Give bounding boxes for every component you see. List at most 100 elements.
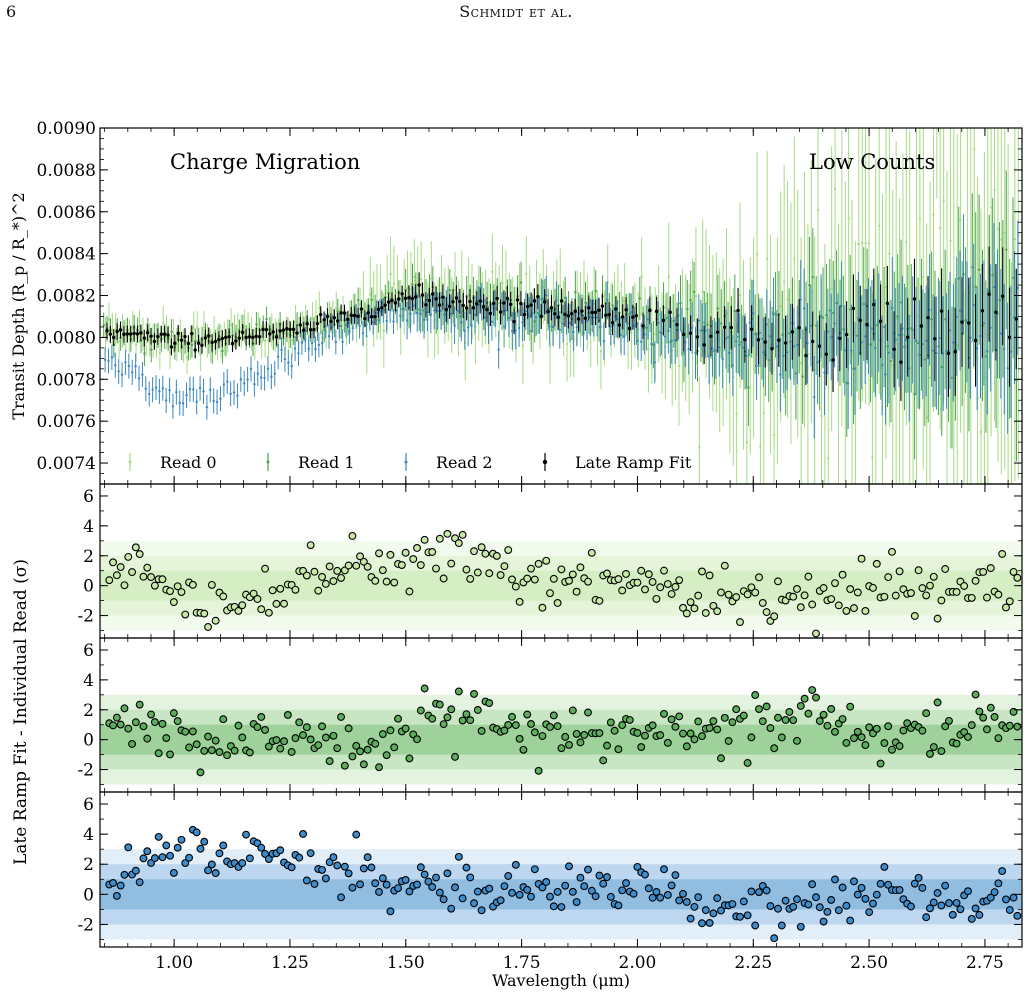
residual-point: [432, 873, 440, 882]
data-point: [209, 388, 212, 392]
residual-point: [511, 860, 520, 869]
data-point: [672, 319, 675, 323]
residual-point: [709, 717, 718, 726]
residual-point: [549, 902, 558, 911]
residual-point: [717, 588, 725, 597]
residual-point: [629, 889, 638, 898]
data-point: [120, 373, 124, 376]
residual-point: [751, 588, 760, 597]
residual-point: [793, 895, 801, 904]
residual-point: [998, 549, 1007, 558]
data-point: [714, 349, 718, 352]
residual-point: [158, 719, 167, 728]
data-point: [885, 301, 890, 306]
residual-point: [344, 724, 353, 733]
residual-point: [394, 714, 402, 723]
residual-point: [652, 594, 661, 603]
data-point: [913, 393, 916, 396]
residual-point: [405, 887, 414, 896]
data-point: [419, 277, 423, 281]
residual-point: [796, 922, 805, 931]
residual-point: [831, 727, 839, 736]
residual-point: [1009, 567, 1018, 576]
data-point: [857, 317, 860, 320]
data-point: [716, 307, 720, 310]
data-point: [556, 315, 560, 319]
residual-point: [344, 869, 353, 878]
residual-point: [523, 710, 532, 719]
residual-point: [834, 906, 843, 915]
residual-point: [131, 543, 140, 552]
residual-point: [447, 904, 456, 913]
residual-point: [648, 893, 657, 902]
residual-point: [713, 607, 722, 616]
data-point: [331, 326, 334, 329]
data-point: [884, 285, 888, 289]
residual-point: [701, 906, 710, 915]
residual-point: [200, 837, 209, 846]
residual-point: [743, 759, 752, 767]
data-point: [748, 321, 751, 324]
data-point: [835, 301, 838, 305]
data-point: [607, 312, 611, 317]
data-point: [441, 295, 445, 299]
residual-point: [128, 739, 137, 748]
data-point: [171, 405, 175, 408]
residual-point: [409, 555, 418, 564]
data-point: [973, 338, 978, 343]
data-point: [861, 241, 864, 245]
residual-point: [192, 740, 201, 749]
data-point: [253, 342, 257, 345]
residual-point: [747, 733, 756, 742]
data-point: [749, 327, 754, 331]
residual-point: [572, 729, 581, 738]
residual-point: [872, 559, 881, 568]
data-point: [897, 333, 901, 337]
residual-point: [990, 712, 999, 721]
data-point: [211, 350, 214, 353]
data-point: [565, 342, 569, 346]
data-point: [249, 367, 253, 371]
data-point: [796, 343, 799, 347]
residual-point: [937, 596, 946, 605]
residual-point: [561, 732, 570, 741]
data-point: [439, 309, 443, 313]
residual-point: [705, 571, 714, 580]
residual-point: [755, 573, 763, 582]
residual-point: [147, 573, 156, 581]
data-point: [352, 313, 357, 318]
residual-point: [793, 736, 801, 745]
data-point: [684, 341, 687, 344]
data-point: [772, 312, 775, 315]
data-point: [899, 301, 903, 304]
data-point: [960, 320, 964, 324]
residual-point: [694, 591, 703, 600]
residual-point: [1005, 721, 1014, 730]
data-point: [409, 312, 412, 316]
residual-point: [291, 734, 300, 743]
data-point: [263, 339, 267, 342]
residual-point: [660, 566, 668, 575]
residual-point: [147, 710, 156, 719]
data-point: [762, 411, 766, 414]
residual-point: [701, 609, 710, 617]
residual-point: [591, 892, 600, 901]
data-point: [563, 312, 567, 317]
data-point: [539, 314, 543, 319]
data-point: [369, 293, 372, 296]
residual-point: [743, 911, 752, 920]
data-point: [914, 339, 918, 343]
data-point: [389, 272, 392, 276]
residual-point: [162, 734, 171, 742]
data-point: [984, 355, 988, 358]
residual-point: [549, 711, 558, 720]
data-point: [580, 309, 584, 313]
data-point: [950, 376, 954, 379]
residual-point: [918, 726, 927, 735]
data-point: [998, 299, 1001, 302]
data-point: [555, 299, 558, 302]
y-tick-label: -2: [77, 607, 94, 627]
residual-point: [196, 768, 205, 777]
residual-point: [454, 687, 463, 696]
data-point: [548, 325, 551, 328]
